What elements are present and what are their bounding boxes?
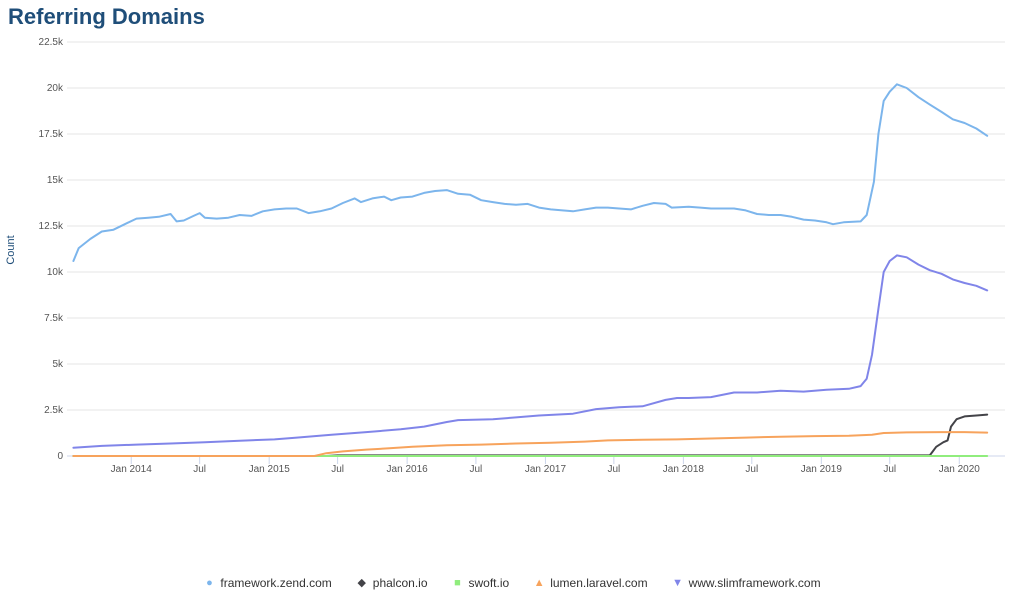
- x-tick-label: Jul: [331, 464, 344, 475]
- chart-title: Referring Domains: [8, 4, 205, 29]
- x-tick-label: Jul: [745, 464, 758, 475]
- legend-item[interactable]: ● framework.zend.com: [203, 576, 332, 590]
- x-tick-label: Jul: [193, 464, 206, 475]
- legend: ● framework.zend.com ◆ phalcon.io ■ swoft.io ▲…: [0, 576, 1024, 590]
- y-axis-title: Count: [5, 235, 17, 264]
- x-tick-label: Jan 2015: [249, 464, 291, 475]
- series-lines: [72, 83, 989, 457]
- legend-label: framework.zend.com: [220, 576, 332, 590]
- x-tick-label: Jul: [607, 464, 620, 475]
- x-tick-label: Jan 2020: [939, 464, 981, 475]
- legend-item[interactable]: ▲ lumen.laravel.com: [533, 576, 648, 590]
- legend-item[interactable]: ■ swoft.io: [452, 576, 510, 590]
- x-tick-label: Jul: [470, 464, 483, 475]
- circle-marker-icon: ●: [206, 577, 213, 589]
- x-tick-label: Jan 2014: [111, 464, 153, 475]
- square-marker-icon: ■: [454, 577, 461, 589]
- y-tick-label: 5k: [52, 359, 64, 370]
- y-tick-label: 10k: [47, 267, 64, 278]
- x-tick-label: Jan 2018: [663, 464, 705, 475]
- y-tick-label: 0: [57, 451, 63, 462]
- axes: 0 2.5k 5k 7.5k 10k 12.5k 15k 17.5k 20k 22.5k Jan 2…: [39, 37, 1005, 475]
- y-tick-label: 22.5k: [39, 37, 64, 48]
- x-tick-label: Jan 2019: [801, 464, 843, 475]
- series-line-framework-zend-com: [72, 83, 989, 262]
- grid-lines: [67, 41, 1005, 411]
- series-line-www-slimframework-com: [72, 254, 989, 449]
- legend-label: swoft.io: [468, 576, 510, 590]
- series-line-lumen-laravel-com: [72, 431, 989, 457]
- legend-item[interactable]: ◆ phalcon.io: [356, 576, 428, 590]
- legend-item[interactable]: ▼ www.slimframework.com: [672, 576, 821, 590]
- legend-label: www.slimframework.com: [688, 576, 821, 590]
- x-tick-label: Jul: [883, 464, 896, 475]
- triangle-down-marker-icon: ▼: [672, 577, 683, 589]
- x-tick-label: Jan 2017: [525, 464, 567, 475]
- legend-label: phalcon.io: [372, 576, 428, 590]
- y-tick-label: 12.5k: [39, 221, 64, 232]
- y-tick-label: 7.5k: [44, 313, 64, 324]
- y-tick-label: 17.5k: [39, 129, 64, 140]
- legend-label: lumen.laravel.com: [550, 576, 648, 590]
- y-tick-label: 20k: [47, 83, 64, 94]
- x-tick-label: Jan 2016: [387, 464, 429, 475]
- diamond-marker-icon: ◆: [357, 577, 367, 589]
- triangle-marker-icon: ▲: [533, 577, 545, 589]
- y-tick-label: 2.5k: [44, 405, 64, 416]
- y-tick-label: 15k: [47, 175, 64, 186]
